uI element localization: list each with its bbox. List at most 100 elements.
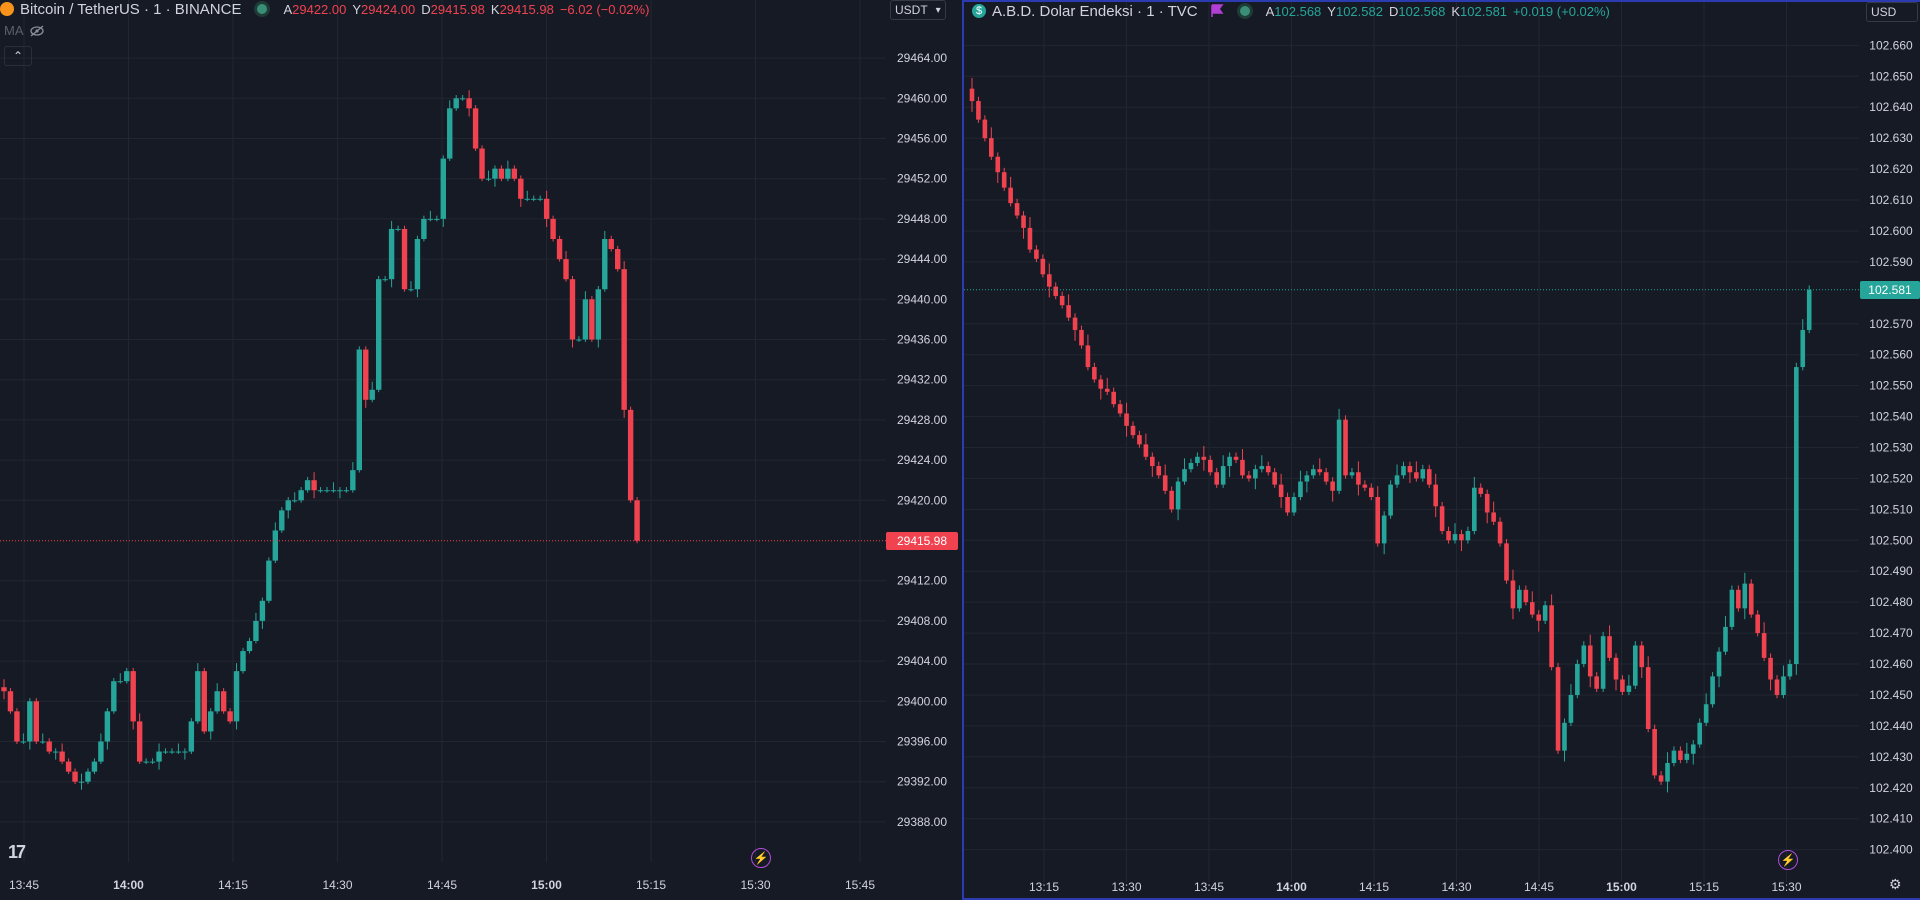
candle-body [563, 259, 569, 280]
candle-body [1562, 722, 1567, 751]
btc-legend: Bitcoin / TetherUS · 1 · BINANCE A 29422.… [0, 0, 649, 18]
candle-body [233, 671, 240, 722]
candle-body [505, 168, 511, 179]
collapse-legend-button[interactable]: ⌃ [4, 46, 32, 66]
candle-body [1111, 391, 1116, 405]
candle-body [208, 711, 214, 732]
x-tick-label: 14:30 [322, 878, 352, 892]
candle-body [1504, 543, 1509, 581]
candle-body [1478, 487, 1484, 494]
btc-chart-canvas[interactable]: 29464.00 29460.00 29456.00 29452.00 29448.00… [0, 0, 962, 900]
candle-body [46, 741, 52, 752]
y-tick-label: 29456.00 [897, 132, 947, 146]
candle-body [1433, 484, 1438, 507]
candle-body [1195, 456, 1200, 463]
candle-body [124, 671, 130, 682]
y-tick-label: 102.630 [1869, 131, 1913, 145]
y-tick-label: 29396.00 [897, 735, 947, 749]
y-tick-label: 29400.00 [897, 694, 947, 708]
y-tick-label: 29436.00 [897, 333, 947, 347]
candle-body [1690, 744, 1696, 754]
y-tick-label: 102.640 [1869, 100, 1913, 114]
candle-body [1613, 657, 1619, 680]
candle-body [1034, 249, 1039, 259]
candle-body [1130, 425, 1136, 436]
btc-currency-select[interactable]: USDT ▾ [890, 0, 946, 20]
flag-icon[interactable] [1210, 4, 1224, 18]
lightning-icon[interactable]: ⚡ [1778, 850, 1798, 870]
candle-body [1150, 456, 1155, 467]
candle-body [304, 480, 311, 491]
dxy-legend: $ A.B.D. Dolar Endeksi · 1 · TVC A 102.56… [972, 2, 1610, 20]
candle-body [59, 751, 65, 762]
y-tick-label: 102.650 [1869, 69, 1913, 83]
candle-body [524, 198, 530, 200]
dxy-currency-select[interactable]: USD [1866, 2, 1918, 22]
candle-body [615, 249, 621, 270]
x-tick-label: 14:15 [1359, 880, 1389, 894]
candle-body [136, 721, 143, 762]
candle-body [1600, 636, 1606, 689]
candle-body [1046, 274, 1052, 287]
candle-body [7, 691, 14, 712]
eye-hidden-icon[interactable] [29, 25, 44, 37]
candle-body [492, 168, 498, 179]
tradingview-logo[interactable]: 17 [8, 842, 26, 862]
currency-label: USD [1871, 5, 1897, 19]
candle-body [589, 299, 595, 340]
y-tick-label: 102.610 [1869, 193, 1913, 207]
lightning-icon[interactable]: ⚡ [751, 848, 771, 868]
candle-body [1639, 645, 1645, 668]
candle-body [1349, 472, 1355, 476]
y-tick-label: 102.420 [1869, 781, 1913, 795]
y-tick-label: 29392.00 [897, 775, 947, 789]
dxy-chart-canvas[interactable]: 102.660 102.650 102.640 102.630 102.620 102.6… [964, 2, 1920, 900]
candle-body [1510, 580, 1516, 609]
candle-body [1536, 614, 1542, 621]
y-tick-label: 102.440 [1869, 719, 1913, 733]
dxy-chart-pane[interactable]: 102.660 102.650 102.640 102.630 102.620 102.6… [962, 0, 1920, 900]
y-tick-label: 29452.00 [897, 172, 947, 186]
y-tick-label: 102.490 [1869, 564, 1913, 578]
btc-chart-pane[interactable]: 29464.00 29460.00 29456.00 29452.00 29448.00… [0, 0, 962, 900]
x-tick-label: 15:00 [531, 878, 562, 892]
candle-body [1761, 633, 1767, 658]
candle-body [982, 119, 988, 139]
dxy-symbol-title[interactable]: A.B.D. Dolar Endeksi · 1 · TVC [992, 2, 1198, 20]
candle-body [91, 761, 98, 772]
candle-body [1207, 459, 1213, 473]
low-value: 102.568 [1398, 3, 1446, 19]
open-label: A [1265, 3, 1275, 19]
candle-body [1652, 728, 1657, 776]
candle-body [285, 500, 291, 511]
candle-body [1523, 589, 1529, 603]
candle-body [1575, 664, 1580, 695]
candle-body [1085, 345, 1091, 368]
candle-body [117, 681, 123, 683]
change-value: +0.019 (+0.02%) [1513, 3, 1610, 19]
candle-body [1246, 475, 1252, 479]
candle-body [104, 711, 111, 742]
dollar-icon: $ [972, 4, 986, 18]
candle-body [375, 279, 382, 390]
candle-body [1, 687, 7, 692]
x-tick-label: 13:30 [1111, 880, 1141, 894]
btc-symbol-title[interactable]: Bitcoin / TetherUS · 1 · BINANCE [20, 0, 242, 18]
y-tick-label: 102.620 [1869, 162, 1913, 176]
settings-gear-icon[interactable]: ⚙ [1889, 876, 1902, 892]
candle-body [1671, 750, 1677, 764]
candle-body [1356, 472, 1361, 485]
close-value: 102.581 [1460, 3, 1508, 19]
y-tick-label: 29420.00 [897, 493, 947, 507]
y-tick-label: 102.400 [1869, 843, 1913, 857]
candle-body [1330, 481, 1335, 491]
y-tick-label: 29464.00 [897, 51, 947, 65]
candle-body [272, 530, 279, 561]
candle-body [1214, 472, 1220, 485]
y-tick-label: 29444.00 [897, 252, 947, 266]
candle-body [20, 741, 27, 743]
candle-body [453, 98, 459, 109]
bitcoin-icon [0, 2, 14, 16]
ma-indicator-legend[interactable]: MA [4, 23, 44, 38]
candle-body [498, 168, 505, 179]
